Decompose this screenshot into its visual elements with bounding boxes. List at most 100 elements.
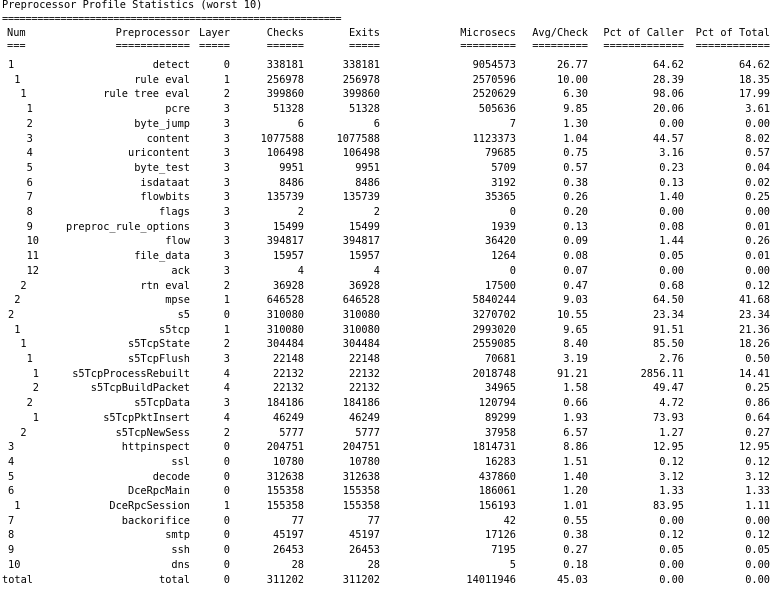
avg-check-cell: 1.20 (563, 485, 588, 498)
layer-cell: 3 (223, 161, 230, 174)
pct-total-cell: 64.62 (739, 59, 770, 71)
layer-cell: 3 (223, 250, 230, 263)
exits-cell: 256978 (342, 73, 380, 86)
exits-cell: 8486 (355, 176, 380, 189)
avg-check-cell: 45.03 (557, 573, 588, 586)
avg-check-cell: 10.00 (557, 73, 588, 86)
exits-cell: 46249 (349, 411, 380, 424)
pct-caller-cell: 1.27 (659, 426, 684, 439)
pct-total-cell: 0.86 (745, 397, 770, 410)
microsecs-cell: 186061 (478, 485, 516, 498)
pct-total-cell: 0.01 (745, 250, 770, 263)
avg-check-cell: 1.40 (563, 470, 588, 483)
table-row: 1 s5tcp 1 310080 310080 2993020 9.65 91.51 21.36 (0, 323, 771, 337)
preprocessor-cell: smtp (165, 529, 190, 542)
pct-total-cell: 0.00 (745, 573, 770, 586)
checks-cell: 310080 (266, 323, 304, 336)
num-cell: 1 (26, 353, 33, 365)
microsecs-cell: 120794 (478, 397, 516, 410)
microsecs-cell: 3192 (491, 176, 516, 189)
pct-total-cell: 0.27 (745, 426, 770, 439)
table-row: 2 byte_jump 3 6 6 7 1.30 0.00 0.00 (0, 117, 771, 131)
table-row: 10 flow 3 394817 394817 36420 0.09 1.44 0.26 (0, 234, 771, 248)
pct-caller-cell: 73.93 (653, 411, 684, 424)
pct-caller-cell: 83.95 (653, 500, 684, 512)
layer-cell: 3 (223, 103, 230, 116)
layer-cell: 0 (223, 573, 230, 586)
num-cell: 1 (32, 411, 39, 424)
microsecs-cell: 505636 (478, 103, 516, 116)
pct-total-cell: 8.02 (745, 132, 770, 145)
preprocessor-cell: file_data (134, 250, 190, 263)
pct-caller-cell: 49.47 (653, 382, 684, 395)
exits-cell: 15499 (349, 220, 380, 233)
checks-cell: 46249 (273, 411, 304, 424)
exits-cell: 184186 (342, 397, 380, 410)
header-checks: Checks (266, 27, 304, 39)
preprocessor-cell: DceRpcMain (128, 485, 190, 498)
preprocessor-cell: pcre (165, 103, 190, 116)
microsecs-cell: 34965 (485, 382, 516, 395)
pct-total-cell: 0.04 (745, 161, 770, 174)
pct-caller-cell: 0.68 (659, 279, 684, 292)
checks-cell: 155358 (266, 485, 304, 498)
pct-caller-cell: 0.00 (659, 558, 684, 571)
preprocessor-cell: s5TcpProcessRebuilt (72, 367, 190, 380)
table-row: 1 s5TcpPktInsert 4 46249 46249 89299 1.93 73.93… (0, 411, 771, 425)
checks-cell: 15957 (273, 250, 304, 263)
preprocessor-cell: s5tcp (159, 323, 190, 336)
avg-check-cell: 8.40 (563, 338, 588, 351)
microsecs-cell: 1939 (491, 220, 516, 233)
num-cell: 10 (26, 235, 39, 248)
checks-cell: 28 (291, 558, 304, 571)
preprocessor-cell: ack (171, 264, 190, 277)
avg-check-cell: 0.07 (563, 264, 588, 277)
preprocessor-cell: byte_jump (134, 117, 190, 130)
checks-cell: 22132 (273, 367, 304, 380)
layer-cell: 3 (223, 235, 230, 248)
pct-total-cell: 1.33 (745, 485, 770, 498)
layer-cell: 3 (223, 264, 230, 277)
table-row: 6 DceRpcMain 0 155358 155358 186061 1.20 1.33 1.… (0, 484, 771, 498)
preprocessor-cell: preproc_rule_options (66, 220, 190, 233)
avg-check-cell: 1.04 (563, 132, 588, 145)
underline-layer: ===== (199, 40, 230, 52)
num-cell: 11 (26, 250, 39, 263)
table-row: 3 httpinspect 0 204751 204751 1814731 8.86 12.9… (0, 440, 771, 454)
pct-caller-cell: 0.00 (659, 117, 684, 130)
avg-check-cell: 6.57 (563, 426, 588, 439)
exits-cell: 9951 (355, 161, 380, 174)
num-cell: 1 (26, 103, 33, 116)
avg-check-cell: 91.21 (557, 367, 588, 380)
checks-cell: 5777 (279, 426, 304, 439)
checks-cell: 22132 (273, 382, 304, 395)
avg-check-cell: 0.38 (563, 176, 588, 189)
table-row: 4 ssl 0 10780 10780 16283 1.51 0.12 0.12 (0, 455, 771, 469)
preprocessor-cell: ssl (171, 455, 190, 468)
header-pct-caller: Pct of Caller (603, 27, 684, 39)
header-pct-total: Pct of Total (695, 27, 770, 39)
pct-caller-cell: 0.00 (659, 264, 684, 277)
num-cell: 2 (20, 426, 27, 439)
num-cell: 9 (26, 220, 33, 233)
checks-cell: 77 (291, 514, 304, 527)
avg-check-cell: 0.20 (563, 206, 588, 218)
header-microsecs: Microsecs (460, 27, 516, 39)
avg-check-cell: 1.93 (563, 411, 588, 424)
checks-cell: 310080 (266, 308, 304, 321)
microsecs-cell: 42 (503, 514, 516, 527)
layer-cell: 0 (223, 514, 230, 527)
preprocessor-cell: content (146, 132, 190, 145)
table-row: 1 rule eval 1 256978 256978 2570596 10.00 28.39… (0, 73, 771, 87)
pct-caller-cell: 1.44 (659, 235, 684, 248)
avg-check-cell: 3.19 (563, 353, 588, 365)
table-row: 1 pcre 3 51328 51328 505636 9.85 20.06 3.61 (0, 102, 771, 116)
title-rule: ========================================… (2, 13, 342, 25)
num-cell: 1 (14, 73, 21, 86)
pct-caller-cell: 0.05 (659, 250, 684, 263)
avg-check-cell: 0.57 (563, 161, 588, 174)
num-cell: 9 (8, 544, 15, 557)
exits-cell: 51328 (349, 103, 380, 116)
preprocessor-cell: mpse (165, 294, 190, 307)
layer-cell: 0 (223, 308, 230, 321)
